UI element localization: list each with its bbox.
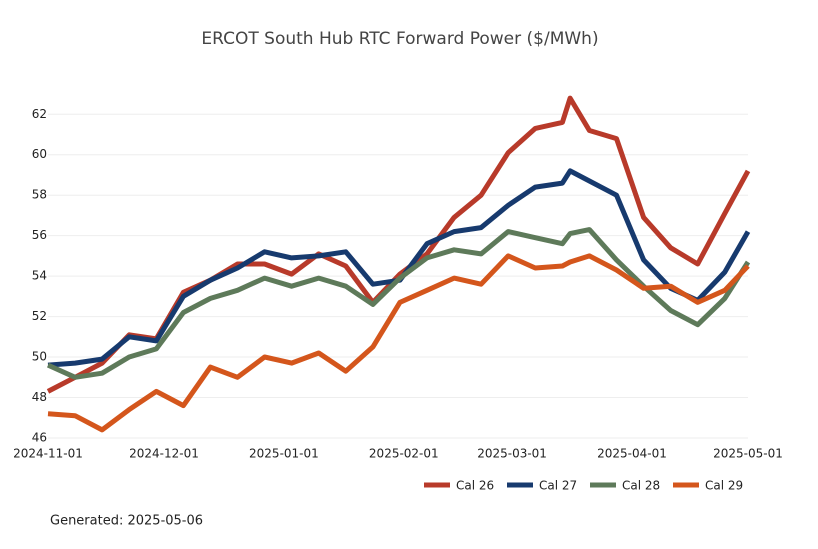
x-tick-label: 2025-03-01 (477, 447, 547, 461)
chart-title: ERCOT South Hub RTC Forward Power ($/MWh… (201, 29, 598, 49)
y-tick-label: 46 (32, 430, 47, 444)
series-line (47, 253, 750, 433)
x-tick-label: 2024-11-01 (13, 447, 83, 461)
y-tick-label: 52 (32, 309, 47, 323)
legend-label: Cal 27 (539, 479, 577, 493)
x-tick-label: 2025-05-01 (713, 447, 783, 461)
y-tick-label: 48 (32, 390, 47, 404)
x-tick-label: 2025-04-01 (597, 447, 667, 461)
y-tick-label: 58 (32, 188, 47, 202)
legend-label: Cal 26 (456, 479, 494, 493)
footnote: Generated: 2025-05-06 (50, 514, 203, 529)
x-tick-label: 2025-02-01 (369, 447, 439, 461)
x-tick-label: 2024-12-01 (129, 447, 199, 461)
x-tick-label: 2025-01-01 (249, 447, 319, 461)
series-line (47, 168, 751, 368)
series-line (46, 227, 751, 380)
y-tick-label: 62 (32, 107, 47, 121)
y-tick-label: 56 (32, 228, 47, 242)
legend-label: Cal 29 (705, 479, 743, 493)
y-tick-label: 54 (32, 269, 47, 283)
y-tick-label: 50 (32, 350, 47, 364)
legend-label: Cal 28 (622, 479, 660, 493)
y-tick-label: 60 (32, 147, 47, 161)
